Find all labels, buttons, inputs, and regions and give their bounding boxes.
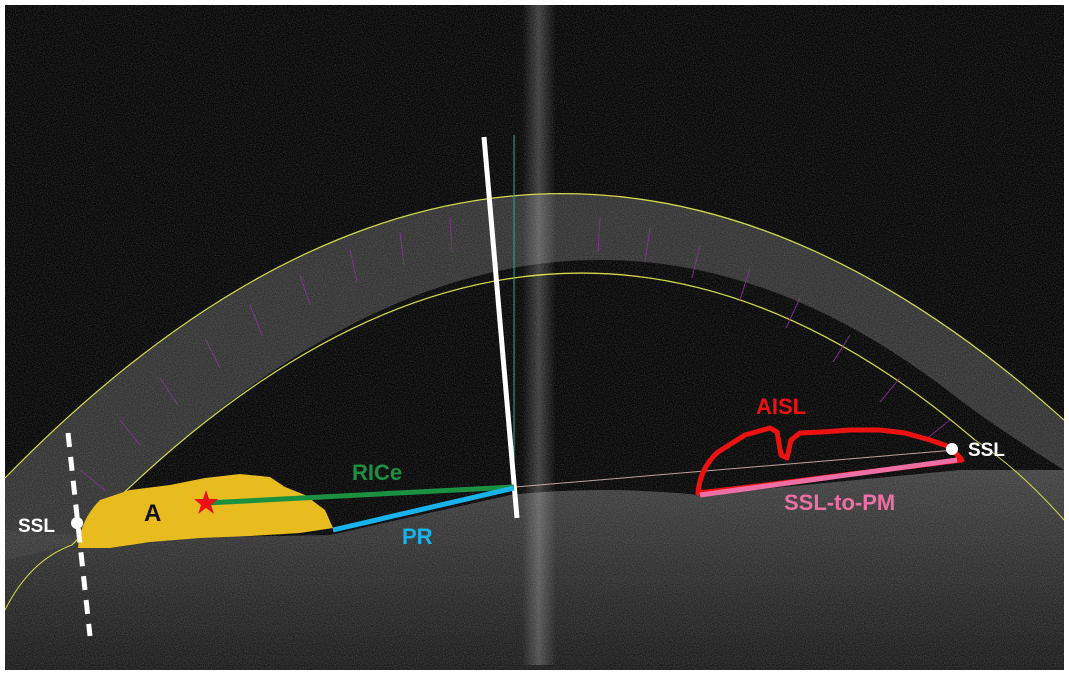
anterior-cornea-boundary [4,193,1065,479]
central-reflex-beam [522,5,556,665]
right-lower-boundary [974,439,1065,521]
posterior-cornea-boundary [71,272,976,546]
pr-line [332,485,515,533]
center-to-right-ssl-line [514,449,956,488]
ssl-right-label: SSL [968,440,1005,461]
aisl-label: AISL [756,394,806,419]
ssl-to-pm-line [699,457,958,498]
center-guide-line [481,136,520,519]
rice-label: RICe [352,460,402,485]
star-icon [194,490,218,514]
ssl-to-pm-label: SSL-to-PM [784,490,895,515]
ssl-left-marker [71,517,83,529]
cornea-thickness-ticks [79,217,951,491]
area-a-label: A [144,500,161,527]
left-scleral-spur-dashed-line [65,432,93,637]
ssl-right-marker [946,443,958,455]
rice-line [205,484,515,506]
ssl-left-label: SSL [18,516,55,537]
pr-label: PR [402,524,433,549]
outer-lower-boundary [4,544,73,611]
area-a-region [78,474,333,548]
